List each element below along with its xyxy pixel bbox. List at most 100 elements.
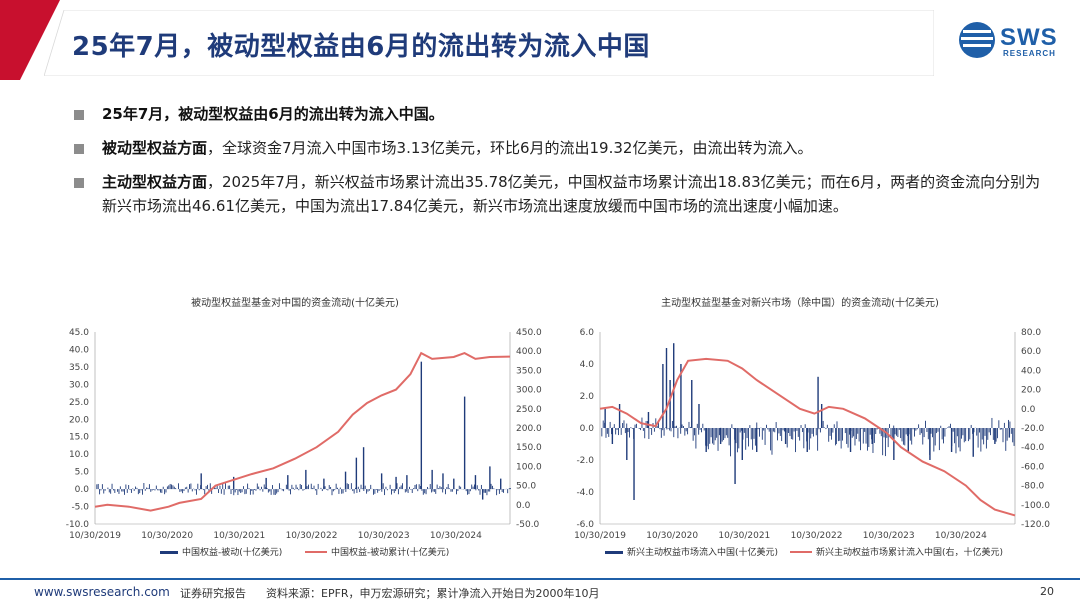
bar: [612, 427, 614, 428]
bar: [967, 428, 969, 442]
x-tick-label: 10/30/2023: [863, 531, 915, 541]
bar: [987, 428, 989, 440]
bar: [418, 484, 420, 490]
bar: [180, 489, 182, 492]
bar: [407, 489, 409, 493]
bar: [709, 428, 711, 444]
bar: [976, 428, 978, 436]
bar: [940, 425, 942, 428]
y-left-tick-label: 20.0: [69, 415, 89, 425]
bar: [667, 428, 669, 429]
bar: [727, 428, 729, 438]
bar: [283, 489, 285, 492]
bar: [879, 428, 881, 434]
bar: [938, 428, 940, 451]
bar: [483, 489, 485, 493]
bar: [468, 489, 470, 495]
bar: [962, 428, 964, 436]
bar: [306, 486, 308, 490]
bar: [819, 428, 821, 433]
bar: [669, 428, 671, 431]
bar: [215, 487, 217, 490]
bar: [386, 489, 388, 491]
bar: [150, 489, 152, 492]
bar: [624, 428, 626, 434]
legend-label: 新兴主动权益市场流入中国(十亿美元): [627, 546, 778, 558]
bar: [673, 428, 675, 438]
bar: [810, 428, 812, 439]
bar: [313, 485, 315, 490]
bar: [627, 428, 629, 433]
y-left-tick-label: 15.0: [69, 433, 89, 443]
bar: [608, 428, 610, 437]
bar: [438, 488, 439, 490]
bar: [653, 428, 655, 432]
bar: [439, 486, 441, 490]
y-right-tick-label: -50.0: [516, 520, 540, 530]
bar: [265, 477, 267, 490]
bar: [992, 428, 994, 440]
bar: [778, 428, 780, 434]
bar: [824, 427, 825, 428]
sws-logo-icon: [959, 22, 995, 58]
y-right-tick-label: -60.0: [1021, 462, 1045, 472]
bar: [140, 489, 142, 491]
bar: [1010, 428, 1012, 434]
x-tick-label: 10/30/2024: [430, 531, 482, 541]
bar: [442, 473, 444, 490]
bar: [142, 489, 143, 495]
bar: [890, 428, 892, 437]
bar: [620, 428, 622, 435]
bar: [998, 420, 1000, 428]
y-right-tick-label: 350.0: [516, 366, 542, 376]
bar: [198, 489, 200, 491]
bar: [779, 428, 781, 436]
bar: [341, 489, 343, 494]
footer-url-link[interactable]: www.swsresearch.com: [34, 585, 170, 599]
bar: [436, 484, 438, 490]
bar: [111, 483, 113, 490]
bar: [990, 428, 991, 436]
bar: [681, 424, 683, 428]
bar: [183, 489, 185, 492]
bar: [110, 489, 112, 494]
bar: [781, 428, 783, 442]
bar: [611, 428, 612, 435]
bar: [122, 489, 124, 492]
bar: [431, 489, 433, 493]
bar: [629, 428, 630, 438]
bar: [380, 473, 383, 490]
bar: [425, 489, 427, 495]
bar: [893, 428, 895, 460]
bar: [806, 428, 808, 452]
bar: [680, 428, 682, 434]
bar: [875, 428, 877, 435]
bar: [977, 428, 979, 448]
bar: [342, 489, 344, 494]
bar: [173, 486, 175, 490]
bar: [420, 486, 421, 490]
bar: [846, 428, 848, 444]
bar: [222, 483, 224, 490]
bar: [355, 457, 358, 490]
bar: [660, 428, 662, 438]
footer-divider: [0, 578, 1080, 580]
bar: [99, 489, 101, 495]
chart-passive-china-svg: 被动型权益型基金对中国的资金流动(十亿美元) -10.0 -5.0 0.0 5.0 10.…: [66, 296, 542, 558]
bar: [994, 428, 996, 444]
y-right-tick-label: 20.0: [1021, 386, 1041, 396]
bar: [234, 489, 236, 493]
bar: [626, 428, 628, 460]
bar: [669, 380, 671, 428]
bar: [887, 428, 889, 448]
bar: [665, 348, 668, 428]
bar: [472, 486, 474, 490]
bar: [829, 428, 831, 436]
bar: [299, 483, 301, 490]
bar: [700, 428, 702, 433]
bar: [745, 428, 747, 450]
cumulative-line: [94, 351, 511, 512]
bar: [616, 428, 618, 430]
bar: [702, 423, 704, 428]
bar: [359, 489, 361, 493]
